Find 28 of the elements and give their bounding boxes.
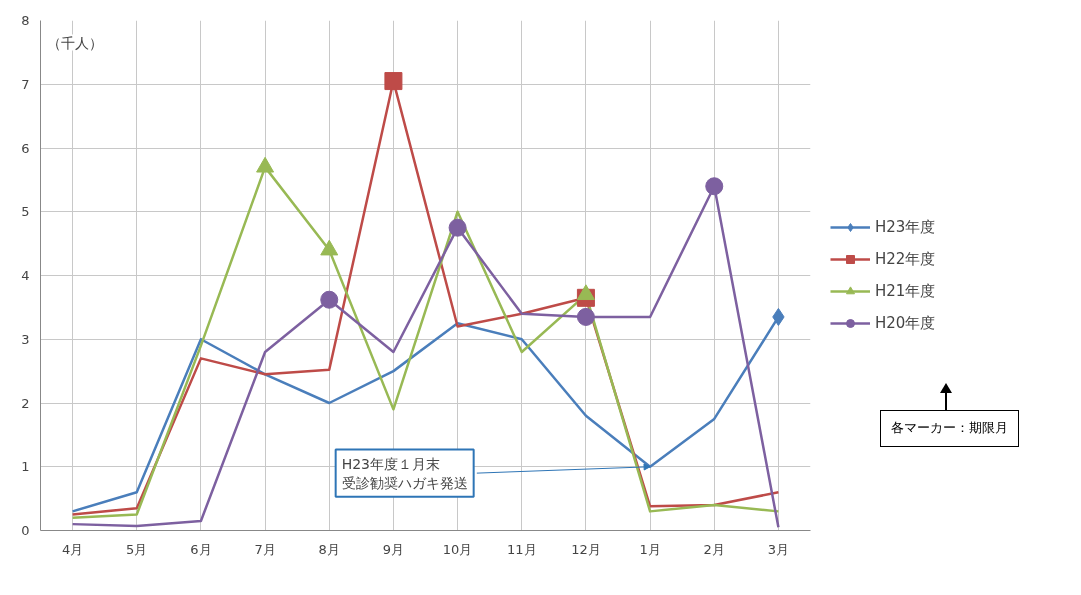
annotation: H23年度１月末受診勧奨ハガキ発送 [341,455,468,491]
y-tick-label: 7 [21,76,30,92]
y-tick-label: 1 [21,459,30,475]
y-tick-label: 2 [21,395,30,411]
y-axis-title: （千人） [46,34,103,51]
x-tick-label: 10月 [442,541,473,557]
text: 各マーカー：期限月 [891,419,1008,437]
legend-label: H23年度 [875,217,936,237]
x-tick-label: 7月 [254,541,276,557]
y-tick-label: 3 [21,331,30,347]
x-tick-label: 1月 [639,541,661,557]
legend-label: H20年度 [875,313,936,333]
x-tick-label: 5月 [126,541,148,557]
y-tick-label: 5 [21,204,30,220]
y-tick-label: 4 [21,268,30,283]
y-tick-label: 6 [21,140,30,156]
x-tick-label: 2月 [703,541,725,557]
x-tick-label: 4月 [61,541,84,557]
x-tick-label: 11月 [506,541,537,557]
legend-label: H21年度 [875,281,936,301]
x-tick-label: 12月 [571,541,601,557]
x-tick-label: 8月 [318,541,340,557]
x-tick-label: 3月 [767,541,790,557]
x-tick-label: 6月 [190,541,212,557]
y-tick-label: 0 [21,523,30,538]
legend-label: H22年度 [875,249,936,269]
y-tick-label: 8 [21,13,30,28]
x-tick-label: 9月 [382,541,405,557]
